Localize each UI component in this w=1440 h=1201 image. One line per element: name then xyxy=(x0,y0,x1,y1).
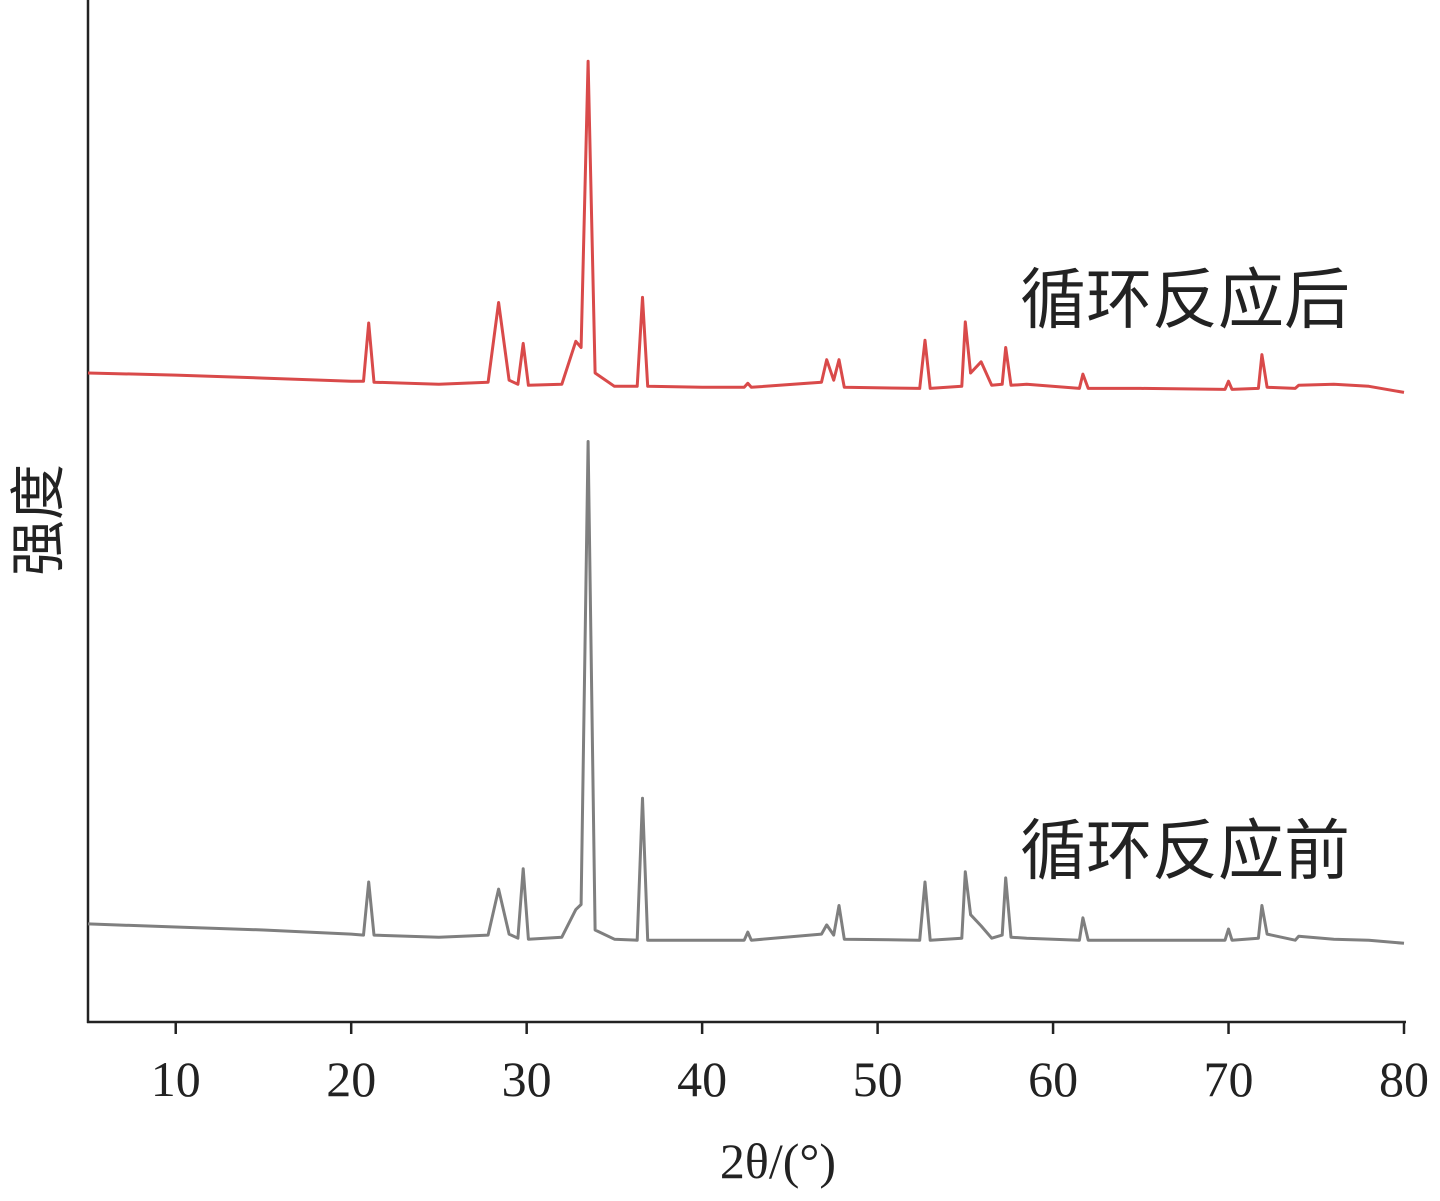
y-axis-title: 强度 xyxy=(9,464,71,576)
x-tick-label: 10 xyxy=(151,1051,201,1107)
x-tick-label: 70 xyxy=(1204,1051,1254,1107)
x-tick-label: 30 xyxy=(502,1051,552,1107)
data-line xyxy=(87,440,1405,945)
x-tick-label: 50 xyxy=(853,1051,903,1107)
x-tick-label: 80 xyxy=(1379,1051,1429,1107)
series-label: 循环反应前 xyxy=(1020,815,1350,888)
series-label: 循环反应后 xyxy=(1020,264,1350,337)
x-tick-label: 20 xyxy=(326,1051,376,1107)
x-axis-title: 2θ/(°) xyxy=(720,1133,836,1189)
data-line xyxy=(87,59,1405,394)
x-tick-label: 60 xyxy=(1028,1051,1078,1107)
x-tick-label: 40 xyxy=(677,1051,727,1107)
